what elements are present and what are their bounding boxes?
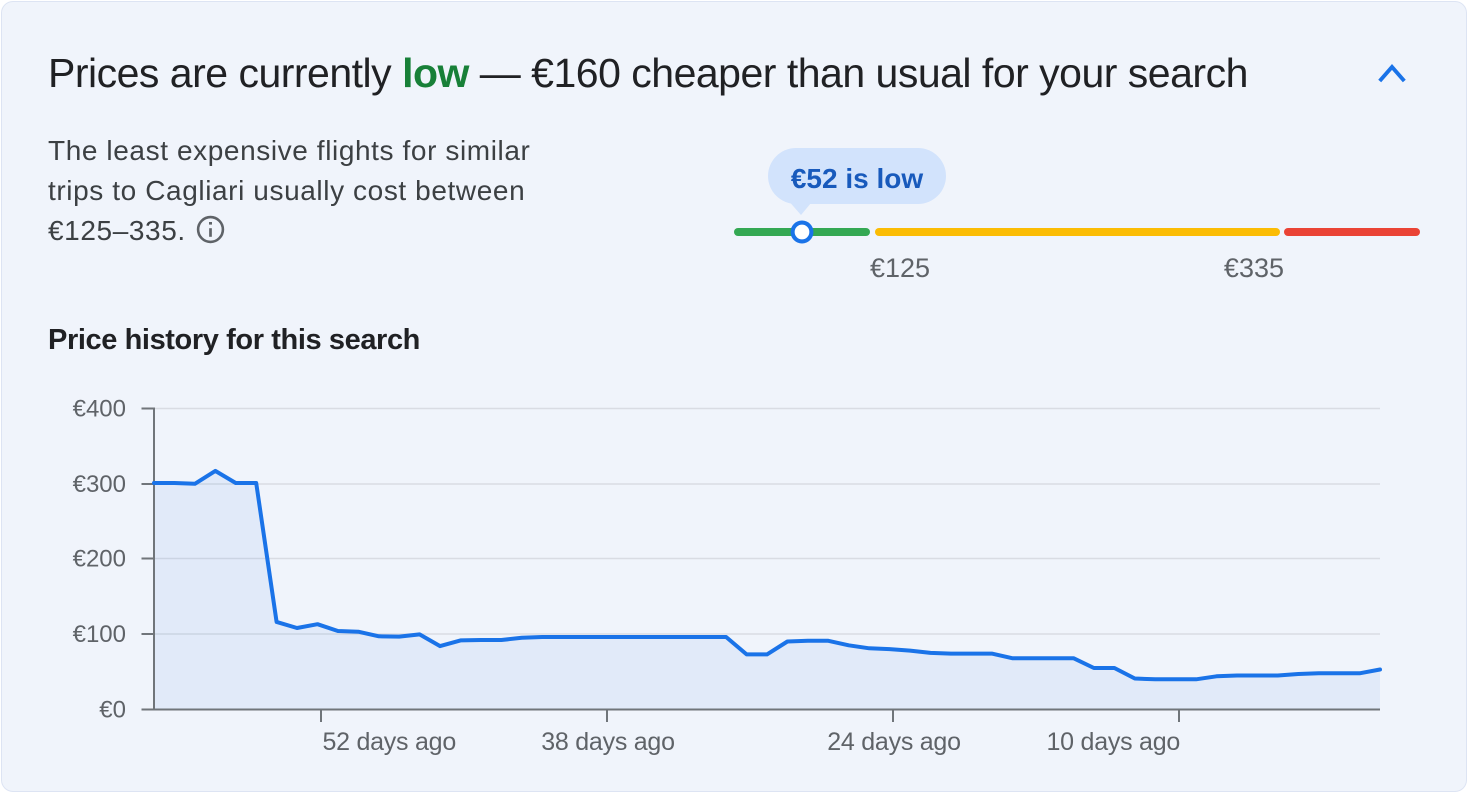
svg-text:10 days ago: 10 days ago <box>1047 728 1180 756</box>
svg-text:€125: €125 <box>870 253 930 283</box>
svg-text:24 days ago: 24 days ago <box>827 728 960 756</box>
svg-text:52 days ago: 52 days ago <box>323 728 456 756</box>
svg-text:38 days ago: 38 days ago <box>541 728 674 756</box>
svg-text:€100: €100 <box>73 621 126 648</box>
svg-text:€400: €400 <box>73 396 126 423</box>
svg-text:€200: €200 <box>73 546 126 573</box>
svg-text:€335: €335 <box>1224 253 1284 283</box>
svg-text:€0: €0 <box>99 697 126 724</box>
svg-text:€52 is low: €52 is low <box>791 163 924 194</box>
svg-text:€300: €300 <box>73 471 126 498</box>
